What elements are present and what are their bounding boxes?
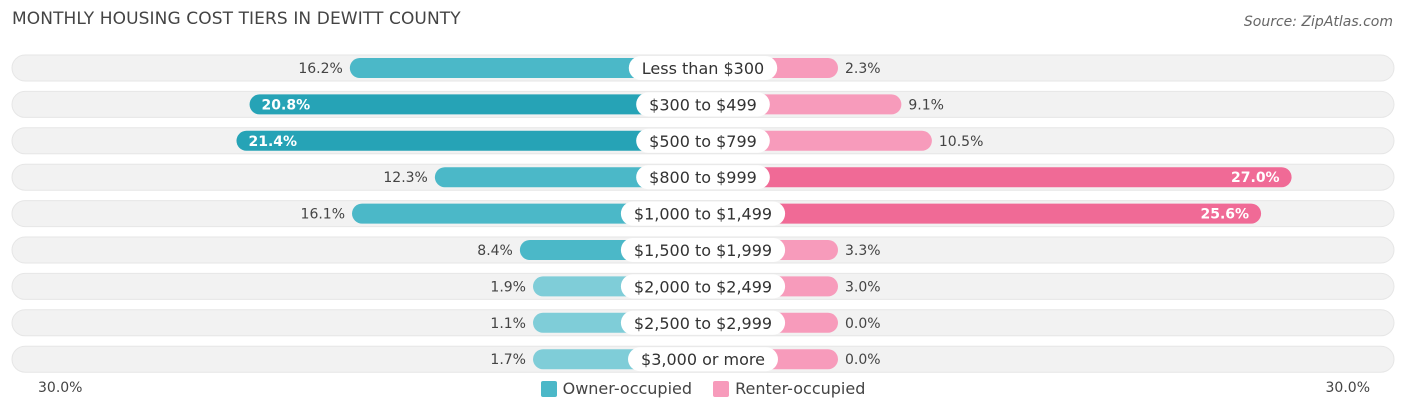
- chart-source: Source: ZipAtlas.com: [1243, 14, 1393, 30]
- renter-value-label: 0.0%: [845, 316, 881, 332]
- owner-value-label: 16.2%: [298, 61, 342, 77]
- owner-bar: [349, 58, 713, 78]
- legend-owner-label: Owner-occupied: [562, 379, 693, 398]
- category-pill: [628, 56, 778, 80]
- axis-left-label: 30.0%: [38, 380, 83, 396]
- category-pill: [620, 310, 786, 335]
- category-pill: [636, 165, 770, 190]
- category-label: Less than $300: [642, 59, 764, 78]
- category-label: $3,000 or more: [641, 350, 765, 369]
- category-pill: [636, 92, 770, 117]
- owner-value-label: 1.9%: [490, 279, 526, 295]
- category-pill: [620, 238, 786, 262]
- chart-title: MONTHLY HOUSING COST TIERS IN DEWITT COU…: [12, 9, 461, 29]
- owner-value-label: 21.4%: [248, 134, 297, 150]
- category-label: $1,500 to $1,999: [634, 241, 772, 260]
- renter-value-label: 10.5%: [939, 134, 983, 150]
- owner-value-label: 20.8%: [262, 97, 311, 113]
- category-pill: [620, 201, 786, 226]
- legend-owner-swatch: [540, 380, 557, 397]
- owner-bar: [236, 130, 714, 151]
- category-pill: [620, 274, 786, 299]
- category-label: $500 to $799: [649, 132, 757, 151]
- owner-value-label: 1.7%: [490, 352, 526, 368]
- category-label: $300 to $499: [649, 95, 757, 114]
- axis-right-label: 30.0%: [1325, 380, 1370, 396]
- owner-value-label: 16.1%: [301, 207, 345, 223]
- category-label: $800 to $999: [649, 168, 757, 187]
- owner-value-label: 12.3%: [383, 170, 427, 186]
- renter-value-label: 3.3%: [845, 243, 881, 259]
- category-pill: [628, 347, 778, 372]
- owner-bar: [249, 94, 713, 115]
- legend-renter: Renter-occupied: [713, 379, 865, 398]
- renter-value-label: 9.1%: [908, 97, 944, 113]
- category-label: $2,000 to $2,499: [634, 277, 772, 296]
- renter-bar: [693, 167, 1292, 188]
- owner-value-label: 8.4%: [477, 243, 513, 259]
- legend-renter-label: Renter-occupied: [735, 379, 866, 398]
- legend-owner: Owner-occupied: [540, 379, 693, 398]
- category-label: $2,500 to $2,999: [634, 314, 772, 333]
- renter-value-label: 27.0%: [1231, 170, 1280, 186]
- category-label: $1,000 to $1,499: [634, 205, 772, 224]
- renter-bar: [693, 203, 1262, 224]
- renter-value-label: 0.0%: [845, 352, 881, 368]
- renter-value-label: 25.6%: [1201, 207, 1250, 223]
- renter-value-label: 2.3%: [845, 61, 881, 77]
- category-pill: [636, 128, 770, 153]
- legend: Owner-occupied Renter-occupied: [0, 379, 1406, 401]
- legend-renter-swatch: [713, 380, 730, 397]
- owner-value-label: 1.1%: [490, 316, 526, 332]
- renter-value-label: 3.0%: [845, 279, 881, 295]
